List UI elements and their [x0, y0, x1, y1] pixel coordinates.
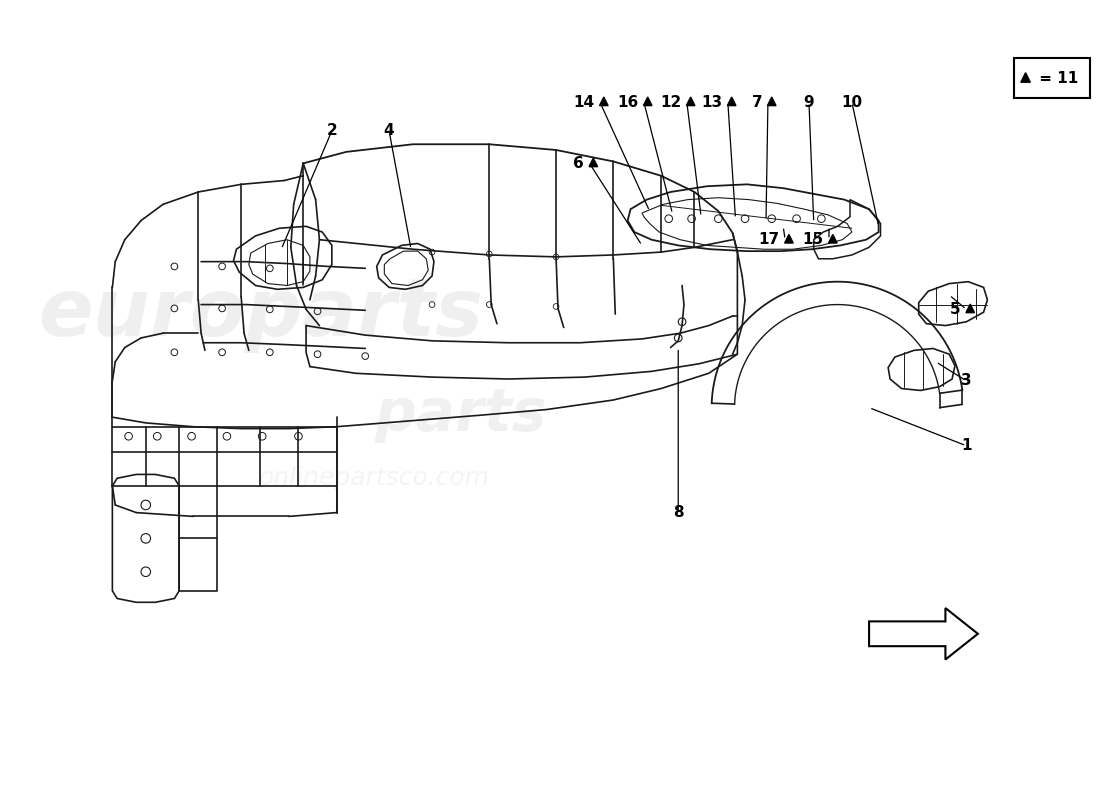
Text: 6: 6	[573, 156, 584, 171]
Polygon shape	[727, 97, 736, 106]
Text: 1: 1	[961, 438, 971, 454]
Text: = 11: = 11	[1034, 71, 1078, 86]
Text: 8: 8	[673, 505, 683, 520]
Text: 3: 3	[961, 374, 971, 389]
Text: 10: 10	[842, 94, 862, 110]
FancyBboxPatch shape	[1014, 58, 1090, 98]
Text: 14: 14	[573, 94, 594, 110]
Polygon shape	[1021, 73, 1031, 82]
Text: 9: 9	[804, 94, 814, 110]
Polygon shape	[600, 97, 608, 106]
Polygon shape	[588, 158, 597, 166]
Polygon shape	[686, 97, 695, 106]
Polygon shape	[768, 97, 776, 106]
Text: 2: 2	[327, 123, 338, 138]
Polygon shape	[784, 234, 793, 243]
Text: 15: 15	[802, 232, 823, 247]
Text: parts: parts	[374, 386, 547, 443]
Polygon shape	[644, 97, 652, 106]
Text: 4: 4	[384, 123, 395, 138]
Text: 7: 7	[751, 94, 762, 110]
Polygon shape	[828, 234, 837, 243]
Text: 13: 13	[701, 94, 722, 110]
Text: onlinepartsco.com: onlinepartsco.com	[260, 466, 491, 490]
Text: 16: 16	[617, 94, 638, 110]
Text: 12: 12	[660, 94, 681, 110]
Text: 17: 17	[758, 232, 780, 247]
Polygon shape	[966, 304, 975, 313]
Text: europarts: europarts	[37, 275, 483, 353]
Text: 5: 5	[950, 302, 960, 317]
